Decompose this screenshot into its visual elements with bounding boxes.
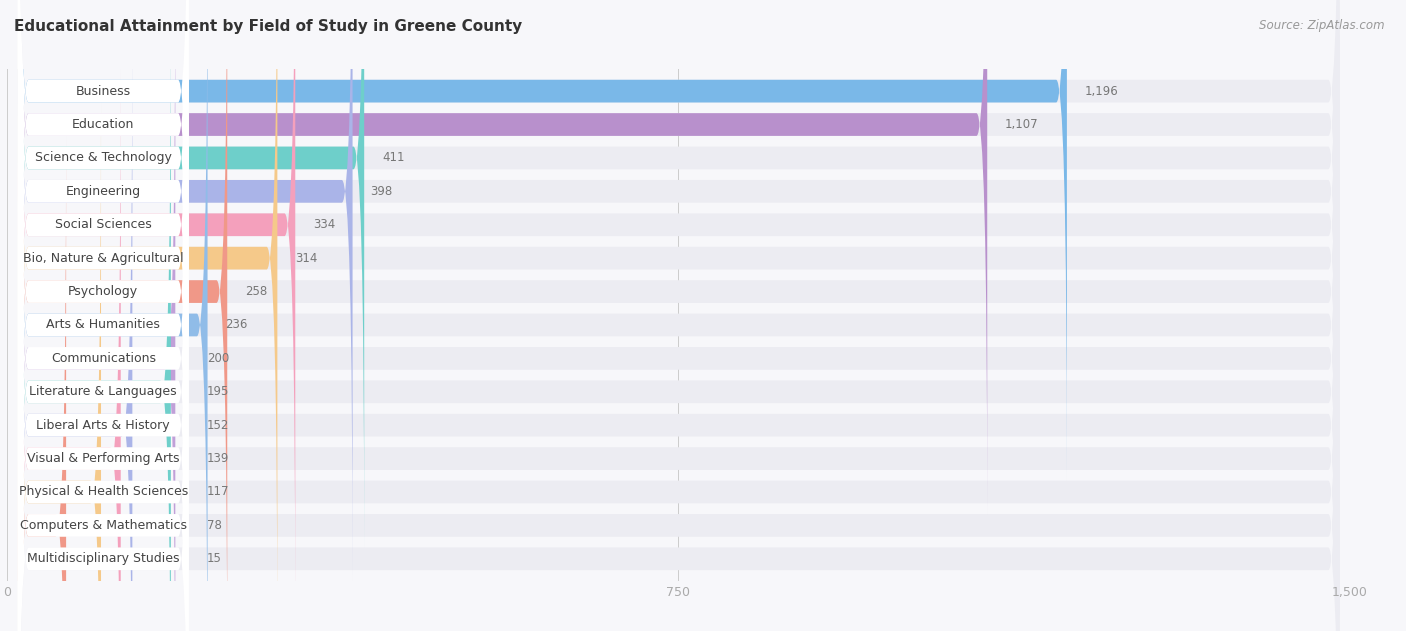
Text: 258: 258 — [245, 285, 267, 298]
FancyBboxPatch shape — [18, 136, 188, 631]
FancyBboxPatch shape — [18, 0, 208, 631]
FancyBboxPatch shape — [18, 69, 121, 631]
FancyBboxPatch shape — [18, 102, 188, 631]
FancyBboxPatch shape — [18, 0, 277, 631]
FancyBboxPatch shape — [18, 36, 1339, 631]
FancyBboxPatch shape — [18, 69, 188, 631]
Text: 195: 195 — [207, 386, 229, 398]
Text: Liberal Arts & History: Liberal Arts & History — [37, 419, 170, 432]
FancyBboxPatch shape — [18, 0, 1339, 548]
FancyBboxPatch shape — [18, 0, 188, 631]
FancyBboxPatch shape — [18, 0, 188, 631]
Text: Visual & Performing Arts: Visual & Performing Arts — [27, 452, 180, 465]
FancyBboxPatch shape — [18, 0, 228, 631]
FancyBboxPatch shape — [18, 0, 987, 514]
FancyBboxPatch shape — [18, 3, 1339, 631]
Text: Communications: Communications — [51, 352, 156, 365]
FancyBboxPatch shape — [18, 0, 188, 514]
Text: 15: 15 — [207, 552, 222, 565]
Text: 1,196: 1,196 — [1085, 85, 1119, 98]
FancyBboxPatch shape — [18, 0, 1339, 514]
FancyBboxPatch shape — [18, 0, 188, 631]
FancyBboxPatch shape — [18, 169, 1339, 631]
FancyBboxPatch shape — [18, 0, 1339, 581]
Text: 139: 139 — [207, 452, 229, 465]
FancyBboxPatch shape — [18, 0, 176, 631]
Text: Science & Technology: Science & Technology — [35, 151, 172, 165]
FancyBboxPatch shape — [18, 0, 188, 631]
Text: Arts & Humanities: Arts & Humanities — [46, 319, 160, 331]
Text: Physical & Health Sciences: Physical & Health Sciences — [18, 485, 188, 498]
Text: Bio, Nature & Agricultural: Bio, Nature & Agricultural — [22, 252, 184, 264]
Text: 398: 398 — [370, 185, 392, 198]
FancyBboxPatch shape — [18, 0, 295, 614]
Text: Social Sciences: Social Sciences — [55, 218, 152, 231]
Text: Psychology: Psychology — [69, 285, 138, 298]
FancyBboxPatch shape — [18, 3, 172, 631]
FancyBboxPatch shape — [18, 102, 101, 631]
Text: Multidisciplinary Studies: Multidisciplinary Studies — [27, 552, 180, 565]
FancyBboxPatch shape — [18, 0, 1339, 631]
Text: 314: 314 — [295, 252, 318, 264]
FancyBboxPatch shape — [18, 0, 1067, 481]
Text: 1,107: 1,107 — [1005, 118, 1039, 131]
FancyBboxPatch shape — [18, 36, 188, 631]
FancyBboxPatch shape — [18, 0, 1339, 481]
FancyBboxPatch shape — [18, 36, 132, 631]
Text: 236: 236 — [225, 319, 247, 331]
FancyBboxPatch shape — [18, 0, 188, 548]
FancyBboxPatch shape — [18, 169, 188, 631]
Text: 78: 78 — [207, 519, 222, 532]
Text: 411: 411 — [382, 151, 405, 165]
FancyBboxPatch shape — [18, 0, 353, 581]
Text: 200: 200 — [207, 352, 229, 365]
FancyBboxPatch shape — [18, 102, 1339, 631]
Text: 117: 117 — [207, 485, 229, 498]
Text: Computers & Mathematics: Computers & Mathematics — [20, 519, 187, 532]
FancyBboxPatch shape — [18, 3, 188, 631]
FancyBboxPatch shape — [18, 0, 1339, 614]
FancyBboxPatch shape — [18, 0, 188, 581]
FancyBboxPatch shape — [18, 0, 1339, 631]
FancyBboxPatch shape — [18, 0, 188, 614]
FancyBboxPatch shape — [18, 0, 1339, 631]
FancyBboxPatch shape — [18, 0, 364, 548]
Text: Literature & Languages: Literature & Languages — [30, 386, 177, 398]
Text: Educational Attainment by Field of Study in Greene County: Educational Attainment by Field of Study… — [14, 19, 522, 34]
FancyBboxPatch shape — [18, 0, 188, 481]
Text: 334: 334 — [314, 218, 336, 231]
FancyBboxPatch shape — [18, 136, 1339, 631]
Text: Engineering: Engineering — [66, 185, 141, 198]
Text: 152: 152 — [207, 419, 229, 432]
Text: Education: Education — [72, 118, 135, 131]
FancyBboxPatch shape — [18, 0, 1339, 631]
FancyBboxPatch shape — [18, 69, 1339, 631]
FancyBboxPatch shape — [18, 136, 66, 631]
Text: Business: Business — [76, 85, 131, 98]
Text: Source: ZipAtlas.com: Source: ZipAtlas.com — [1260, 19, 1385, 32]
